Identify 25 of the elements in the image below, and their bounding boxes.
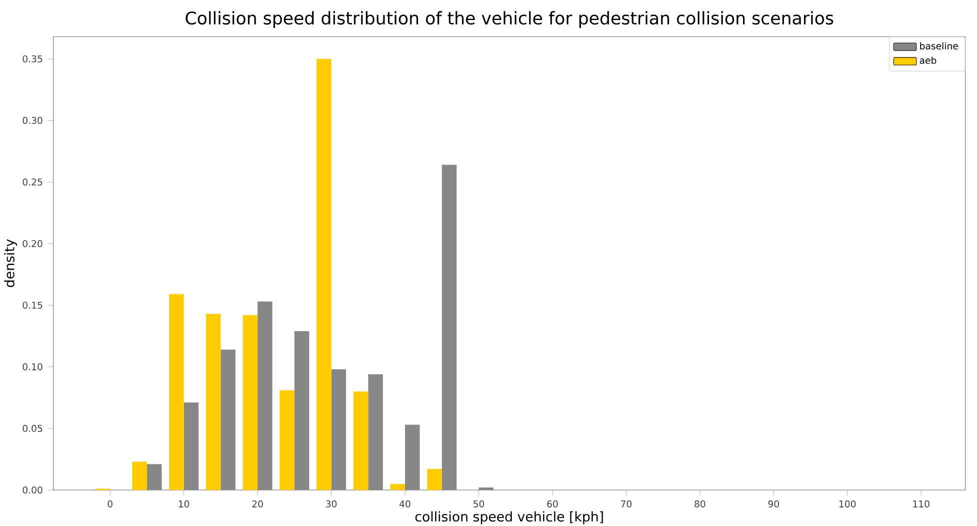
y-tick-label: 0.20 — [22, 240, 42, 248]
x-tick-label: 70 — [621, 500, 632, 508]
y-tick-label: 0.15 — [22, 302, 42, 309]
x-tick-label: 50 — [474, 500, 484, 508]
chart-title: Collision speed distribution of the vehicle for pedestrian collision scenarios — [186, 11, 834, 28]
y-tick-label: 0.05 — [22, 424, 42, 432]
x-axis-title: collision speed vehicle [kph] — [415, 511, 603, 524]
x-tick-label: 20 — [252, 500, 263, 508]
y-tick-label: 0.10 — [22, 363, 42, 370]
x-tick-label: 40 — [400, 500, 410, 508]
x-tick-label: 100 — [839, 500, 856, 508]
x-tick-label: 90 — [768, 500, 779, 508]
legend-label: aeb — [920, 56, 936, 64]
y-tick-label: 0.00 — [22, 486, 42, 494]
x-tick-label: 10 — [178, 500, 190, 508]
x-tick-label: 80 — [694, 500, 706, 508]
x-tick-label: 60 — [547, 500, 558, 508]
x-tick-label: 110 — [913, 500, 930, 508]
y-tick-label: 0.30 — [22, 116, 42, 124]
y-tick-label: 0.35 — [22, 55, 42, 62]
legend-label: baseline — [920, 42, 958, 50]
x-tick-label: 0 — [108, 500, 112, 508]
y-axis-title: density — [4, 239, 18, 288]
x-tick-label: 30 — [326, 500, 337, 508]
y-tick-label: 0.25 — [22, 178, 42, 186]
